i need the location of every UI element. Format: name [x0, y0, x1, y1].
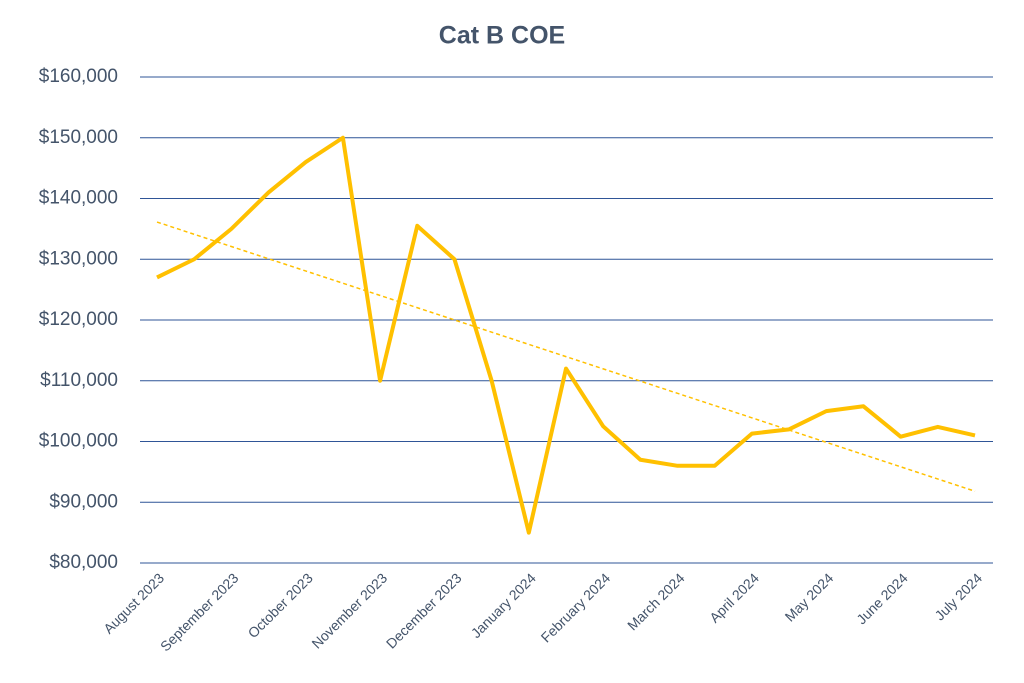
x-tick-label: July 2024 — [931, 570, 985, 624]
x-tick-label: November 2023 — [308, 570, 390, 652]
x-tick-label: March 2024 — [624, 570, 688, 634]
y-tick-label: $80,000 — [49, 552, 118, 573]
x-tick-label: August 2023 — [100, 570, 167, 637]
y-tick-label: $140,000 — [39, 188, 118, 209]
y-tick-label: $120,000 — [39, 309, 118, 330]
chart-title: Cat B COE — [439, 22, 565, 50]
y-tick-label: $110,000 — [40, 370, 118, 391]
x-tick-label: September 2023 — [157, 570, 242, 655]
y-tick-label: $130,000 — [39, 248, 118, 269]
data-line — [156, 135, 976, 535]
x-tick-label: February 2024 — [538, 570, 614, 646]
x-tick-label: October 2023 — [245, 570, 316, 641]
y-tick-label: $100,000 — [39, 431, 118, 452]
y-tick-label: $150,000 — [39, 127, 118, 148]
trendline — [156, 221, 976, 492]
x-tick-label: May 2024 — [782, 570, 837, 625]
y-tick-label: $90,000 — [49, 491, 118, 512]
x-tick-label: June 2024 — [853, 570, 911, 628]
x-tick-label: April 2024 — [706, 570, 762, 626]
x-tick-label: December 2023 — [383, 570, 465, 652]
y-tick-label: $160,000 — [39, 66, 118, 87]
x-tick-label: January 2024 — [468, 570, 539, 641]
